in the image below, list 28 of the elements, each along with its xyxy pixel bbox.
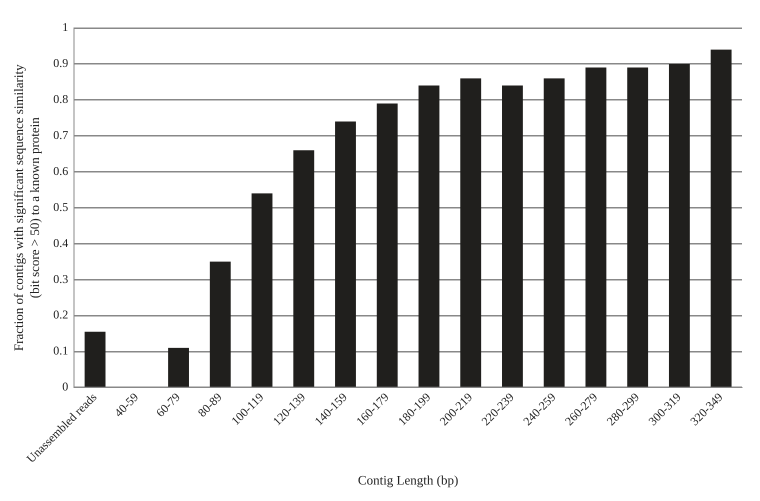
y-tick-label: 1 [62, 20, 68, 34]
y-tick-label: 0.9 [53, 56, 68, 70]
bar [376, 103, 398, 387]
y-tick-label: 0 [62, 380, 68, 394]
bar [668, 64, 690, 387]
x-axis-title: Contig Length (bp) [358, 472, 458, 488]
y-tick-label: 0.3 [53, 272, 68, 286]
bar [168, 348, 189, 387]
bar [293, 150, 314, 387]
bar [210, 262, 231, 387]
bar [252, 193, 272, 387]
y-tick-label: 0.4 [53, 236, 68, 250]
y-tick-label: 0.8 [53, 92, 68, 106]
bar [460, 78, 482, 387]
y-axis-title: Fraction of contigs with significant sequence similarity (bit score > 50) to a known protein [11, 64, 42, 352]
y-tick-label: 0.7 [53, 128, 68, 142]
y-tick-label: 0.5 [53, 200, 68, 214]
bar [585, 68, 606, 387]
bar [627, 68, 648, 387]
y-tick-label: 0.6 [53, 164, 68, 178]
bar [502, 86, 523, 387]
bar [84, 332, 106, 387]
bar [544, 78, 565, 387]
bar [335, 121, 356, 387]
bar [710, 50, 732, 387]
y-tick-label: 0.2 [53, 308, 68, 322]
bar [418, 86, 440, 387]
y-tick-label: 0.1 [53, 344, 68, 358]
